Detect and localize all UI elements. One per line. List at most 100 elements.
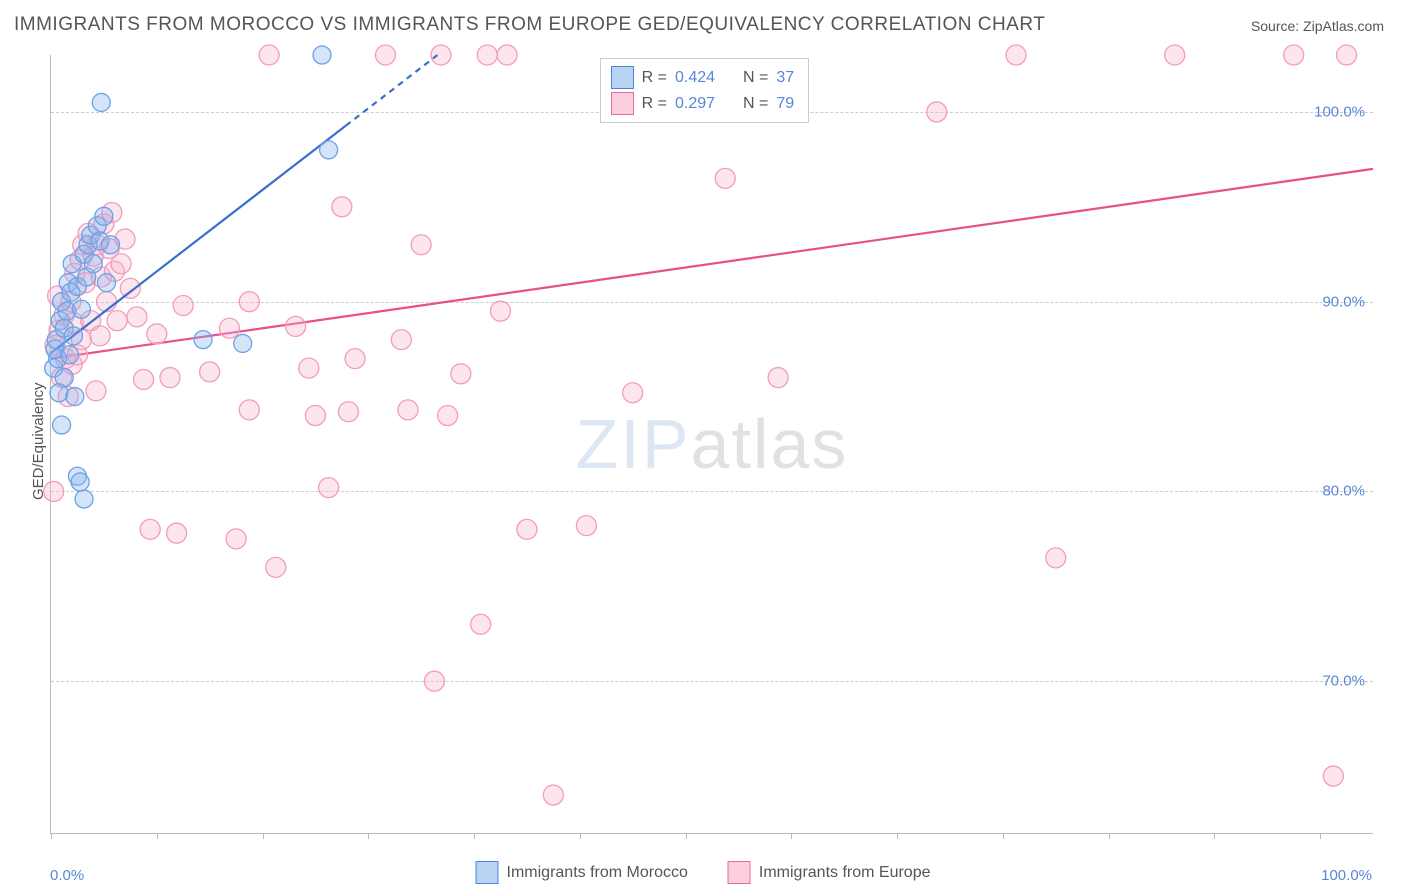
- europe-point: [299, 358, 319, 378]
- europe-point: [768, 368, 788, 388]
- x-tick: [474, 833, 475, 839]
- europe-point: [1165, 45, 1185, 65]
- europe-point: [111, 254, 131, 274]
- morocco-point: [55, 369, 73, 387]
- morocco-point: [64, 327, 82, 345]
- x-tick: [791, 833, 792, 839]
- europe-point: [398, 400, 418, 420]
- europe-point: [239, 292, 259, 312]
- europe-point: [1006, 45, 1026, 65]
- europe-point: [490, 301, 510, 321]
- morocco-point: [95, 207, 113, 225]
- europe-point: [424, 671, 444, 691]
- y-tick-label: 100.0%: [1314, 103, 1365, 120]
- europe-point: [477, 45, 497, 65]
- x-tick: [1320, 833, 1321, 839]
- stats-r-label: R =: [642, 91, 667, 117]
- morocco-point: [101, 236, 119, 254]
- legend-item: Immigrants from Morocco: [476, 861, 688, 884]
- europe-point: [140, 519, 160, 539]
- chart-container: IMMIGRANTS FROM MOROCCO VS IMMIGRANTS FR…: [0, 0, 1406, 892]
- morocco-point: [84, 255, 102, 273]
- europe-point: [266, 557, 286, 577]
- stats-box: R = 0.424 N = 37R = 0.297 N = 79: [600, 58, 810, 123]
- x-tick: [157, 833, 158, 839]
- plot-area: ZIPatlas R =0.424N =37R =0.297N =79 70.0…: [50, 55, 1373, 834]
- morocco-point: [66, 388, 84, 406]
- europe-point: [497, 45, 517, 65]
- x-axis-right-label: 100.0%: [1321, 867, 1372, 884]
- x-tick: [1003, 833, 1004, 839]
- morocco-point: [98, 274, 116, 292]
- y-tick-label: 90.0%: [1322, 293, 1365, 310]
- europe-point: [1337, 45, 1357, 65]
- europe-point: [451, 364, 471, 384]
- europe-point: [173, 295, 193, 315]
- y-tick-label: 70.0%: [1322, 673, 1365, 690]
- stats-row: R =0.297N =79: [611, 91, 795, 117]
- stats-n-label: N =: [743, 65, 768, 91]
- stats-r-value: 0.424: [675, 65, 715, 91]
- europe-point: [44, 481, 64, 501]
- legend-swatch: [476, 861, 499, 884]
- europe-point: [127, 307, 147, 327]
- europe-point: [375, 45, 395, 65]
- europe-point: [319, 478, 339, 498]
- morocco-point: [61, 346, 79, 364]
- europe-point: [120, 278, 140, 298]
- europe-point: [147, 324, 167, 344]
- x-tick: [580, 833, 581, 839]
- europe-point: [219, 318, 239, 338]
- morocco-point: [53, 416, 71, 434]
- x-tick: [686, 833, 687, 839]
- europe-point: [1284, 45, 1304, 65]
- stats-r-label: R =: [642, 65, 667, 91]
- europe-point: [160, 368, 180, 388]
- europe-point: [107, 311, 127, 331]
- europe-point: [438, 406, 458, 426]
- legend-swatch: [728, 861, 751, 884]
- morocco-point: [71, 473, 89, 491]
- legend-label: Immigrants from Morocco: [507, 864, 688, 882]
- europe-trend-line: [51, 169, 1373, 359]
- chart-title: IMMIGRANTS FROM MOROCCO VS IMMIGRANTS FR…: [14, 14, 1045, 36]
- europe-point: [517, 519, 537, 539]
- x-axis-left-label: 0.0%: [50, 867, 84, 884]
- scatter-svg: [51, 55, 1373, 833]
- x-tick: [368, 833, 369, 839]
- europe-point: [286, 316, 306, 336]
- europe-point: [134, 369, 154, 389]
- morocco-point: [72, 300, 90, 318]
- europe-point: [411, 235, 431, 255]
- x-tick: [897, 833, 898, 839]
- europe-point: [86, 381, 106, 401]
- europe-point: [715, 168, 735, 188]
- x-tick: [263, 833, 264, 839]
- stats-n-value: 37: [776, 65, 794, 91]
- morocco-point: [92, 93, 110, 111]
- europe-point: [431, 45, 451, 65]
- source-label: Source: ZipAtlas.com: [1251, 18, 1384, 34]
- europe-point: [1323, 766, 1343, 786]
- europe-point: [90, 326, 110, 346]
- y-tick-label: 80.0%: [1322, 483, 1365, 500]
- morocco-point: [194, 331, 212, 349]
- europe-point: [239, 400, 259, 420]
- legend-item: Immigrants from Europe: [728, 861, 931, 884]
- stats-swatch: [611, 92, 634, 115]
- europe-point: [200, 362, 220, 382]
- europe-point: [391, 330, 411, 350]
- europe-point: [345, 349, 365, 369]
- morocco-trend-line-dashed: [346, 55, 438, 126]
- morocco-point: [75, 490, 93, 508]
- stats-r-value: 0.297: [675, 91, 715, 117]
- europe-point: [576, 516, 596, 536]
- x-tick: [51, 833, 52, 839]
- x-tick: [1109, 833, 1110, 839]
- morocco-point: [234, 334, 252, 352]
- stats-n-value: 79: [776, 91, 794, 117]
- y-axis-label: GED/Equivalency: [30, 382, 47, 500]
- morocco-point: [313, 46, 331, 64]
- europe-point: [167, 523, 187, 543]
- stats-row: R = 0.424 N = 37: [611, 65, 795, 91]
